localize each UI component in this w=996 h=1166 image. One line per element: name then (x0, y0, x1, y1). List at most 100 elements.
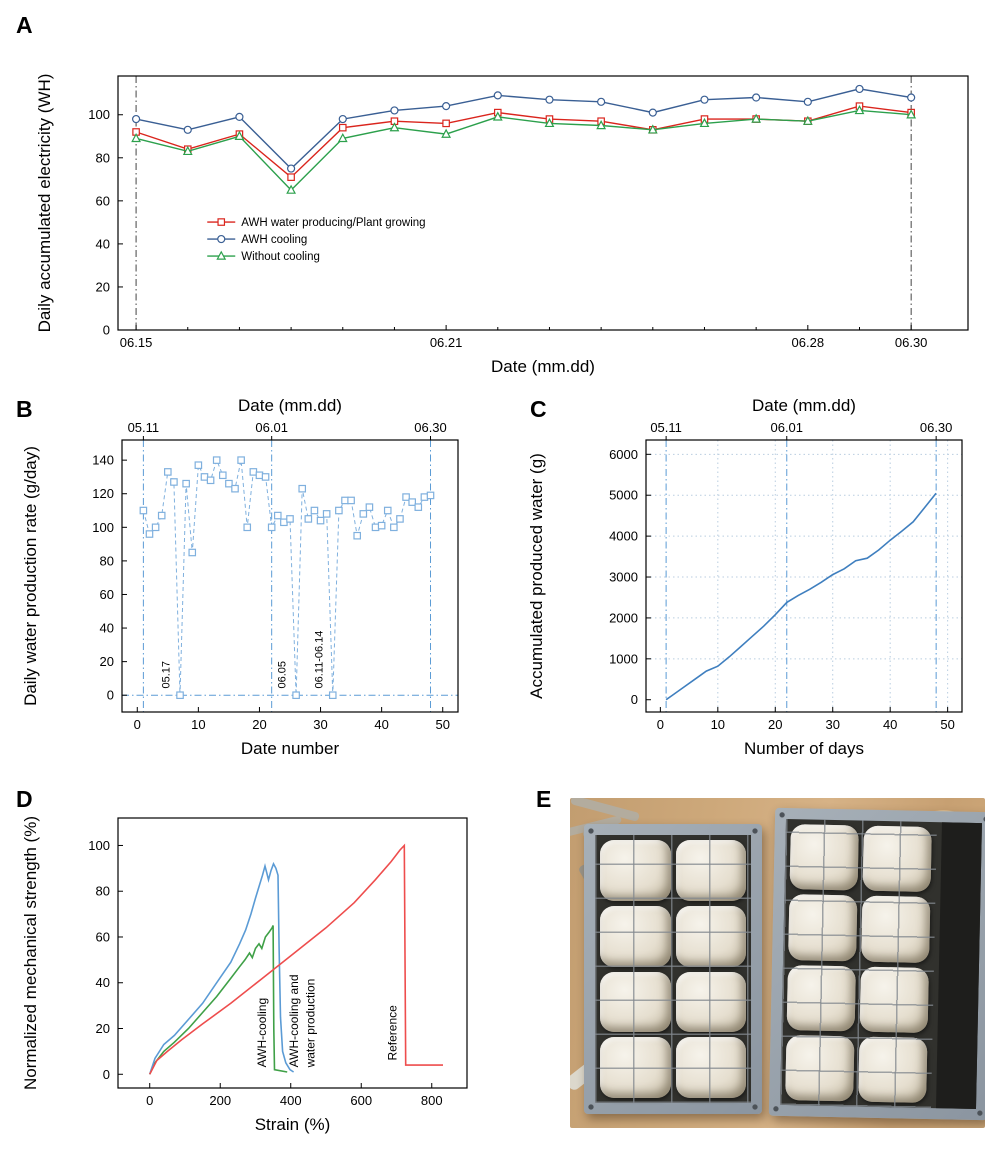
svg-text:50: 50 (940, 717, 954, 732)
svg-text:06.28: 06.28 (792, 335, 825, 350)
svg-text:05.11: 05.11 (650, 420, 682, 435)
chart-daily-water-production: 0 10 20 30 40 50 0 20 40 60 80 100 120 140 05.11 06.01 0… (21, 396, 459, 758)
hydrogel-pouch (785, 1034, 855, 1102)
svg-text:80: 80 (96, 884, 110, 899)
svg-text:1000: 1000 (609, 651, 638, 666)
svg-text:40: 40 (883, 717, 897, 732)
hydrogel-pouch (859, 966, 929, 1033)
frame-interior (780, 818, 982, 1110)
series-accumulated-produced-water (665, 492, 937, 701)
panel-d-label: D (16, 786, 33, 812)
svg-text:AWH cooling: AWH cooling (241, 234, 307, 246)
sample-frame-right (768, 807, 985, 1121)
svg-text:100: 100 (88, 107, 110, 122)
hydrogel-pouch (600, 1037, 671, 1098)
svg-text:06.30: 06.30 (414, 420, 447, 435)
svg-text:AWH-cooling and: AWH-cooling and (287, 974, 301, 1067)
hydrogel-pouch (675, 971, 746, 1033)
svg-text:AWH-cooling: AWH-cooling (255, 998, 269, 1068)
series-daily-water-production-rate (142, 458, 431, 696)
series-awh-cooling (148, 925, 288, 1075)
panel-b-label: B (16, 396, 33, 422)
svg-text:120: 120 (92, 486, 114, 501)
svg-text:80: 80 (96, 150, 110, 165)
series-awh-cooling-and-water-production (148, 861, 295, 1075)
svg-text:AWH water producing/Plant grow: AWH water producing/Plant growing (241, 217, 425, 229)
svg-text:5000: 5000 (609, 488, 638, 503)
svg-text:05.17: 05.17 (161, 661, 173, 689)
chart-accumulated-water: 0 10 20 30 40 50 0 1000 2000 3000 4000 5000 6000 05.1… (527, 396, 963, 758)
panel-d: D 0 200 400 600 800 0 20 40 60 80 100 Strain (%) Nor… (0, 778, 520, 1166)
series-reference (148, 843, 443, 1075)
svg-text:06.11-06.14: 06.11-06.14 (313, 631, 325, 689)
svg-text:06.05: 06.05 (277, 661, 289, 689)
hydrogel-pouch (600, 840, 671, 901)
svg-text:06.15: 06.15 (120, 335, 153, 350)
svg-text:06.21: 06.21 (430, 335, 463, 350)
svg-text:2000: 2000 (609, 610, 638, 625)
svg-text:800: 800 (421, 1093, 443, 1108)
panel-c: C 0 10 20 30 40 50 0 1000 2000 3000 4000 5000 6000 05… (500, 388, 996, 766)
svg-text:20: 20 (100, 654, 114, 669)
svg-text:Date (mm.dd): Date (mm.dd) (752, 396, 856, 415)
svg-text:40: 40 (100, 621, 114, 636)
svg-text:Number of days: Number of days (744, 739, 864, 758)
svg-text:20: 20 (252, 717, 266, 732)
svg-text:50: 50 (435, 717, 449, 732)
svg-text:Normalized mechanical strength: Normalized mechanical strength (%) (21, 816, 40, 1090)
svg-text:600: 600 (350, 1093, 372, 1108)
svg-text:10: 10 (711, 717, 725, 732)
svg-text:40: 40 (96, 975, 110, 990)
frame-interior (595, 835, 751, 1103)
svg-text:100: 100 (92, 520, 114, 535)
panel-e-label: E (536, 786, 552, 812)
panel-a-label: A (16, 12, 33, 38)
hydrogel-pouch (789, 824, 859, 891)
panel-b: B 0 10 20 30 40 50 0 20 40 60 80 100 120 140 05.11 06.0… (0, 388, 500, 766)
svg-text:20: 20 (768, 717, 782, 732)
svg-text:80: 80 (100, 553, 114, 568)
svg-text:Accumulated produced water (g): Accumulated produced water (g) (527, 453, 546, 699)
svg-text:40: 40 (96, 236, 110, 251)
svg-text:140: 140 (92, 453, 114, 468)
svg-text:0: 0 (107, 688, 114, 703)
svg-text:05.11: 05.11 (128, 420, 160, 435)
svg-text:0: 0 (631, 692, 638, 707)
hydrogel-pouch (600, 905, 671, 967)
svg-text:40: 40 (374, 717, 388, 732)
svg-text:Daily water production rate (g: Daily water production rate (g/day) (21, 446, 40, 706)
pouch-grid-right (780, 819, 937, 1108)
hydrogel-pouch (675, 905, 746, 967)
svg-text:60: 60 (100, 587, 114, 602)
svg-text:Date number: Date number (241, 739, 340, 758)
sample-frame-left (584, 824, 762, 1114)
svg-text:100: 100 (88, 838, 110, 853)
series-without-cooling (135, 109, 912, 192)
series-awh-water-producing-plant-growing (135, 105, 912, 179)
svg-text:20: 20 (96, 279, 110, 294)
svg-text:4000: 4000 (609, 529, 638, 544)
svg-text:0: 0 (134, 717, 141, 732)
hydrogel-pouch (675, 1037, 746, 1098)
svg-text:water production: water production (304, 979, 318, 1069)
svg-text:Strain (%): Strain (%) (255, 1115, 331, 1134)
hydrogel-pouch (786, 964, 856, 1032)
svg-text:06.01: 06.01 (770, 420, 803, 435)
panel-c-label: C (530, 396, 547, 422)
svg-text:0: 0 (103, 1067, 110, 1082)
svg-text:0: 0 (146, 1093, 153, 1108)
wire-mesh (780, 818, 937, 1109)
hydrogel-pouch (858, 1036, 928, 1103)
pouch-grid-left (595, 835, 751, 1103)
svg-text:10: 10 (191, 717, 205, 732)
frame-interior-shadow (935, 822, 982, 1110)
svg-text:0: 0 (657, 717, 664, 732)
svg-text:200: 200 (209, 1093, 231, 1108)
svg-text:Daily accumulated electricity: Daily accumulated electricity (WH) (35, 74, 54, 333)
panel-e: E (520, 778, 996, 1166)
svg-text:30: 30 (313, 717, 327, 732)
svg-text:06.30: 06.30 (895, 335, 928, 350)
series-awh-cooling (135, 88, 912, 170)
wire-mesh (595, 835, 751, 1103)
